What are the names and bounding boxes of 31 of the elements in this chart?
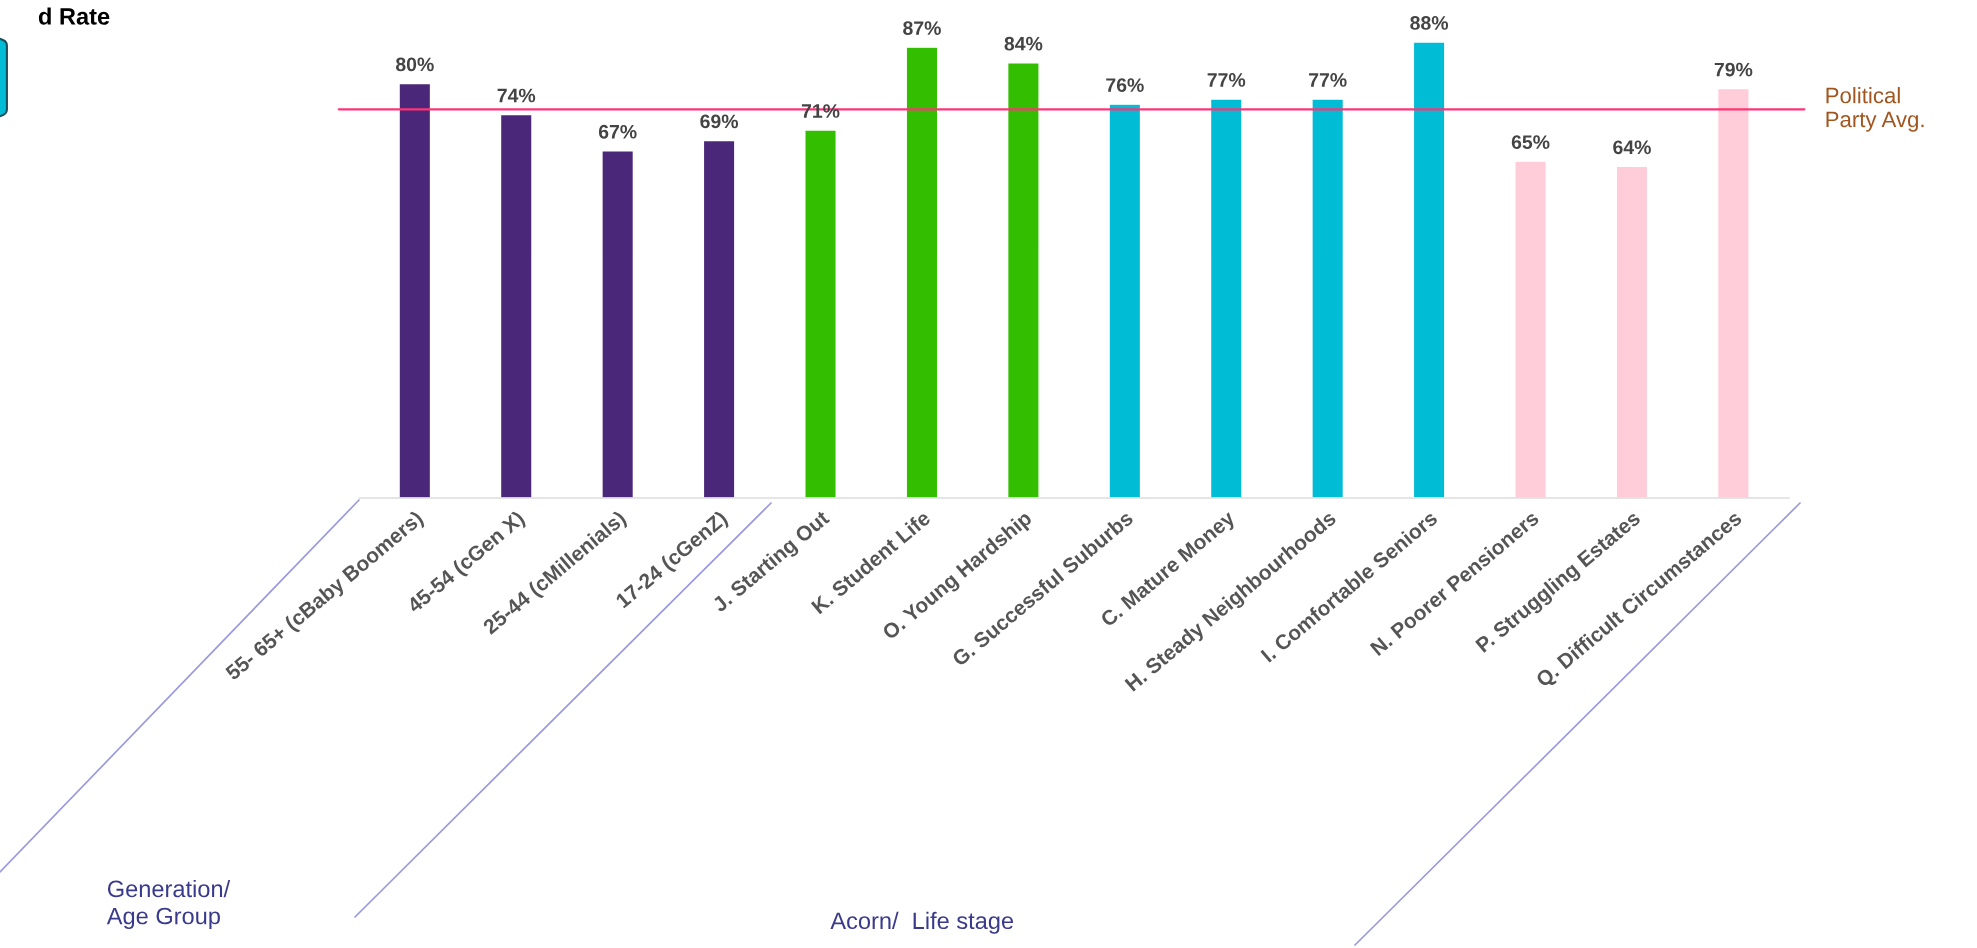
text: Generation/ Age Group xyxy=(106,879,231,930)
bar xyxy=(1412,42,1446,498)
data-label: 67% xyxy=(598,124,637,139)
data-label: 79% xyxy=(1714,62,1753,77)
ref-line-label: Political Party Avg. xyxy=(1826,87,1924,132)
bar xyxy=(804,129,837,498)
data-label: 74% xyxy=(497,88,536,103)
data-label: 65% xyxy=(1511,135,1550,149)
data-label: 69% xyxy=(700,114,739,129)
bar xyxy=(398,82,432,498)
data-label: 88% xyxy=(1410,16,1449,30)
data-label: 77% xyxy=(1309,73,1347,87)
bar xyxy=(499,113,533,498)
data-label: 77% xyxy=(1207,73,1246,87)
bar xyxy=(702,139,736,498)
bar xyxy=(1209,98,1243,498)
bar xyxy=(601,150,635,498)
bar xyxy=(1514,160,1547,498)
bar xyxy=(1615,165,1649,498)
data-label: 64% xyxy=(1613,140,1651,155)
data-label: 84% xyxy=(1004,36,1043,51)
bar xyxy=(1108,103,1142,498)
bar xyxy=(1716,87,1750,498)
data-label: 80% xyxy=(395,57,434,72)
bar xyxy=(905,46,939,498)
data-label: 76% xyxy=(1106,78,1144,92)
text: Acorn/ Life stage xyxy=(830,911,1014,934)
bar xyxy=(1311,98,1345,498)
text: d Rate xyxy=(38,7,110,25)
bar xyxy=(1006,62,1040,498)
data-label: 87% xyxy=(903,21,941,35)
